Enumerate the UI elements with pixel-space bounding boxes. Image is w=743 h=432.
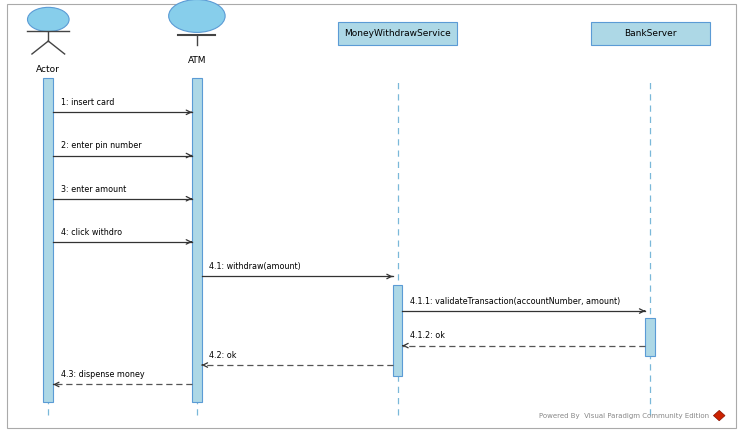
Text: 2: enter pin number: 2: enter pin number (61, 141, 141, 150)
Circle shape (27, 7, 69, 32)
Text: 4.1.2: ok: 4.1.2: ok (410, 331, 445, 340)
Text: 4.1.1: validateTransaction(accountNumber, amount): 4.1.1: validateTransaction(accountNumber… (410, 297, 620, 306)
Bar (645, 318, 655, 356)
Text: BankServer: BankServer (624, 29, 676, 38)
Text: 4: click withdro: 4: click withdro (61, 228, 122, 237)
Bar (338, 22, 457, 45)
Text: 4.2: ok: 4.2: ok (210, 351, 237, 360)
Bar (393, 285, 403, 376)
Polygon shape (713, 410, 725, 421)
Circle shape (169, 0, 225, 32)
Text: 3: enter amount: 3: enter amount (61, 184, 126, 194)
Bar (44, 78, 53, 402)
Text: ATM: ATM (188, 56, 206, 65)
Text: Powered By  Visual Paradigm Community Edition: Powered By Visual Paradigm Community Edi… (539, 413, 710, 419)
Text: 4.3: dispense money: 4.3: dispense money (61, 370, 144, 379)
Text: Actor: Actor (36, 65, 60, 74)
Bar (591, 22, 710, 45)
Text: MoneyWithdrawService: MoneyWithdrawService (344, 29, 451, 38)
Bar (192, 78, 202, 402)
Text: 4.1: withdraw(amount): 4.1: withdraw(amount) (210, 262, 301, 271)
Text: 1: insert card: 1: insert card (61, 98, 114, 107)
